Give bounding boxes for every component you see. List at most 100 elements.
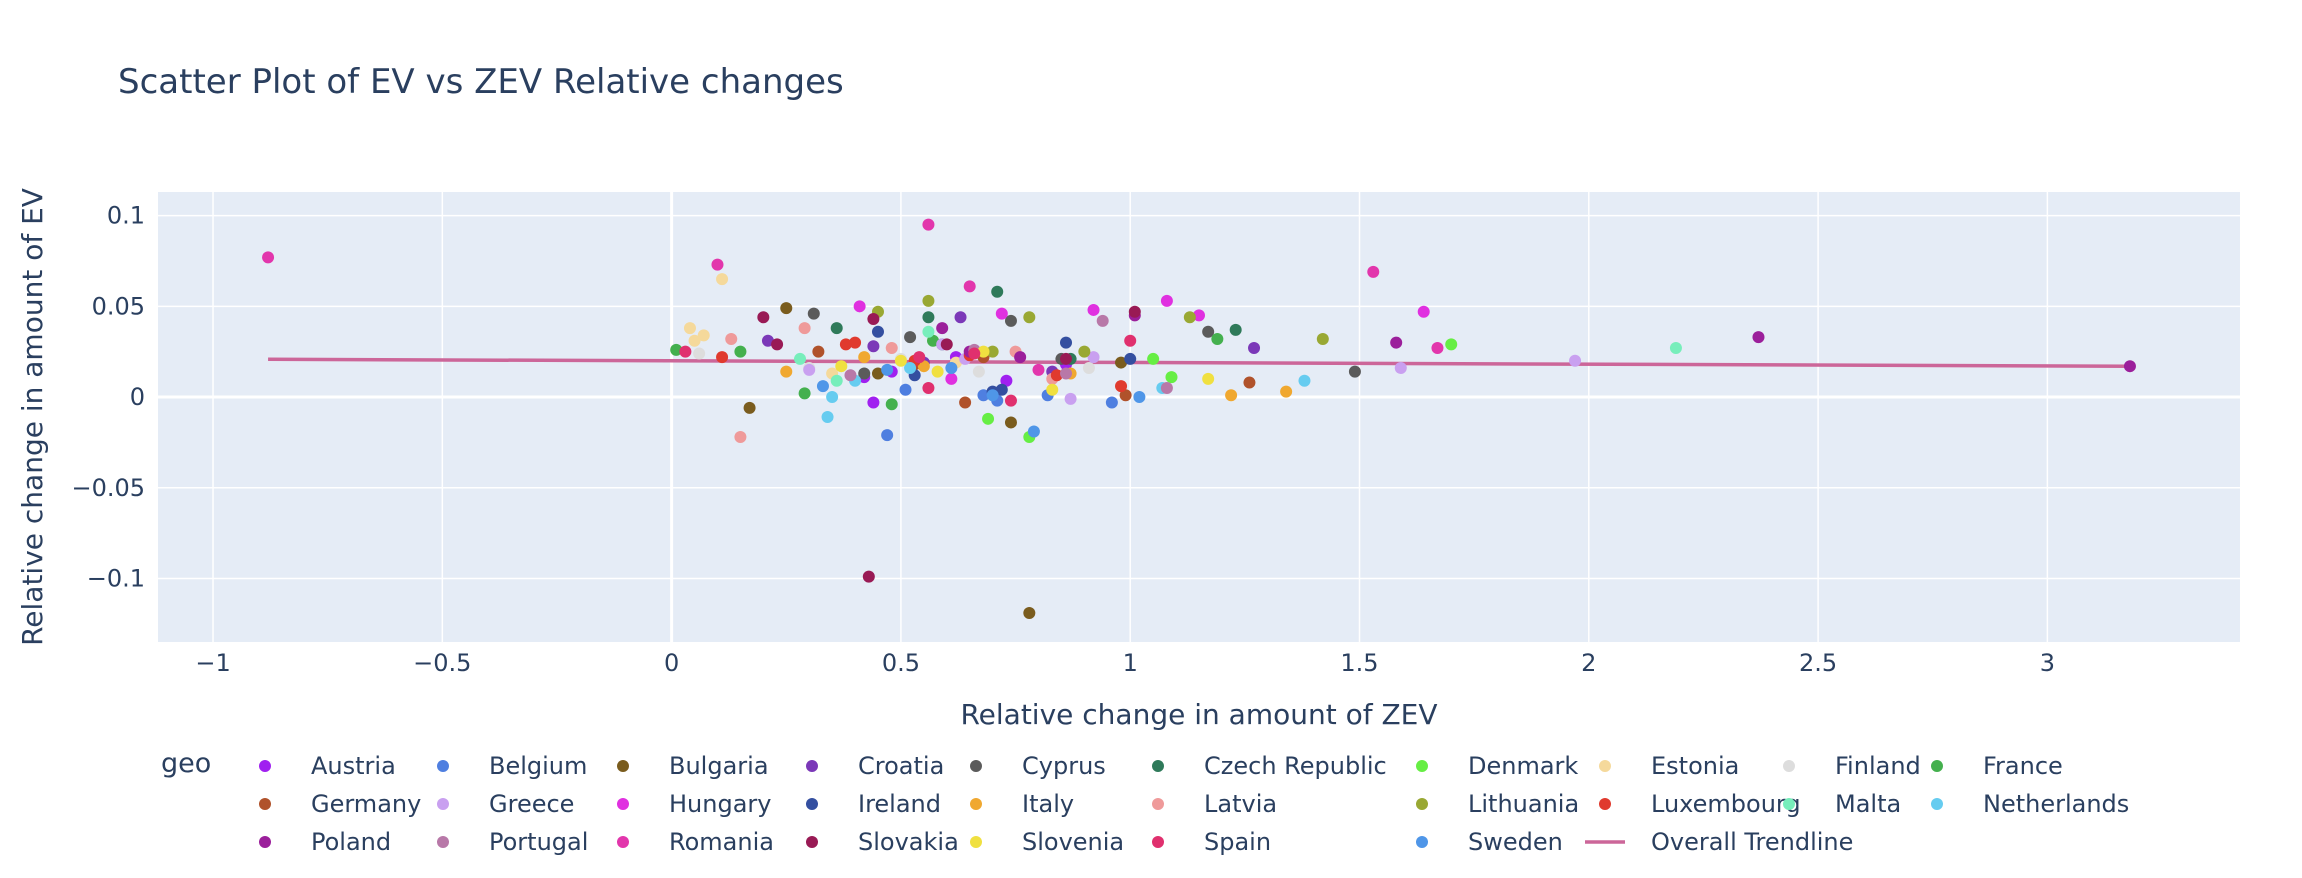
data-point (968, 347, 981, 360)
legend-marker (1416, 836, 1428, 848)
data-point (1064, 392, 1077, 405)
legend-marker (970, 836, 982, 848)
data-point (1027, 425, 1040, 438)
data-point (1032, 363, 1045, 376)
data-point (1211, 332, 1224, 345)
data-point (1243, 376, 1256, 389)
legend-label: Spain (1204, 828, 1271, 856)
legend-label: Latvia (1204, 790, 1277, 818)
y-tick-label: −0.05 (71, 474, 145, 502)
data-point (945, 362, 958, 375)
legend-marker (617, 760, 629, 772)
legend-label: Ireland (858, 790, 941, 818)
data-point (2123, 360, 2136, 373)
legend-label: Malta (1835, 790, 1901, 818)
data-point (693, 347, 706, 360)
data-point (1060, 352, 1073, 365)
data-point (1165, 371, 1178, 384)
legend-label: Germany (311, 790, 421, 818)
data-point (725, 332, 738, 345)
data-point (1248, 342, 1261, 355)
data-point (867, 313, 880, 326)
data-point (697, 329, 710, 342)
x-axis-ticks: −1 −0.5 0 0.5 1 1.5 2 2.5 3 (195, 649, 2055, 677)
data-point (894, 354, 907, 367)
data-point (913, 351, 926, 364)
data-point (835, 360, 848, 373)
data-point (844, 369, 857, 382)
legend-marker (1152, 798, 1164, 810)
legend-marker (1931, 798, 1943, 810)
data-point (803, 363, 816, 376)
data-point (977, 389, 990, 402)
legend-title: geo (161, 748, 211, 779)
data-point (972, 365, 985, 378)
legend-marker (806, 836, 818, 848)
data-point (1225, 389, 1238, 402)
data-point (871, 367, 884, 380)
y-tick-label: 0 (130, 383, 145, 411)
data-point (1124, 352, 1137, 365)
legend-marker (259, 836, 271, 848)
legend-label: Austria (311, 752, 396, 780)
legend-marker (1783, 798, 1795, 810)
data-point (798, 387, 811, 400)
data-point (1046, 383, 1059, 396)
data-point (871, 325, 884, 338)
data-point (1105, 396, 1118, 409)
legend-label: Poland (311, 828, 391, 856)
data-point (1000, 374, 1013, 387)
legend-label: Hungary (669, 790, 771, 818)
data-point (1050, 369, 1063, 382)
legend-label: Lithuania (1468, 790, 1579, 818)
data-point (794, 352, 807, 365)
legend-label: Cyprus (1022, 752, 1106, 780)
legend-label: Croatia (858, 752, 944, 780)
data-point (954, 311, 967, 324)
data-point (849, 336, 862, 349)
data-point (780, 302, 793, 315)
legend-label: Finland (1835, 752, 1921, 780)
legend-label: Denmark (1468, 752, 1578, 780)
data-point (991, 285, 1004, 298)
data-point (959, 396, 972, 409)
data-point (711, 258, 724, 271)
data-point (830, 322, 843, 335)
data-point (986, 389, 999, 402)
data-point (995, 383, 1008, 396)
data-point (885, 342, 898, 355)
data-point (1348, 365, 1361, 378)
trendline (268, 357, 2130, 368)
data-point (826, 391, 839, 404)
data-point (977, 345, 990, 358)
data-point (1133, 391, 1146, 404)
data-point (1445, 338, 1458, 351)
data-point (1298, 374, 1311, 387)
data-point (1004, 394, 1017, 407)
legend-marker (970, 798, 982, 810)
data-point (1390, 336, 1403, 349)
data-point (679, 345, 692, 358)
data-point (1229, 323, 1242, 336)
x-tick-label: −1 (195, 649, 230, 677)
data-point (995, 307, 1008, 320)
legend-marker (1416, 760, 1428, 772)
x-tick-label: 1 (1123, 649, 1138, 677)
legend-marker (259, 760, 271, 772)
legend-marker (1599, 798, 1611, 810)
data-point (904, 362, 917, 375)
data-point (670, 343, 683, 356)
y-tick-label: 0.1 (107, 202, 145, 230)
trendline-layer (268, 357, 2130, 368)
x-tick-label: 0.5 (882, 649, 920, 677)
data-point (1023, 606, 1036, 619)
data-point (858, 351, 871, 364)
legend: Austria Belgium Bulgaria Croatia Cyprus Czech… (259, 752, 2129, 856)
data-point (931, 365, 944, 378)
data-point (922, 381, 935, 394)
data-points (262, 218, 2136, 619)
data-point (771, 338, 784, 351)
data-point (922, 325, 935, 338)
data-point (922, 218, 935, 231)
data-point (881, 363, 894, 376)
